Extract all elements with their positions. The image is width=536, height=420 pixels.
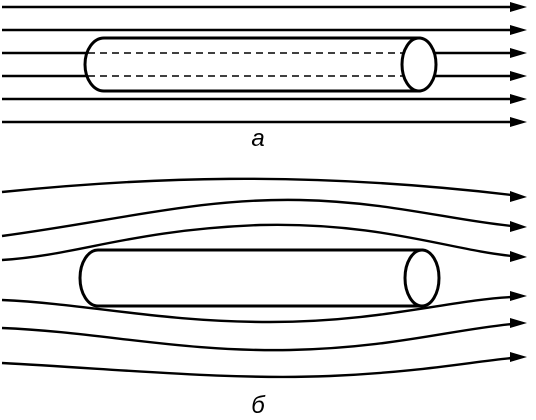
arrowhead-icon — [510, 352, 527, 362]
arrowhead-icon — [510, 117, 527, 127]
arrowhead-icon — [510, 48, 527, 58]
panel-b-arrowheads — [510, 191, 527, 362]
streamline — [1, 356, 513, 379]
panel-a-label: а — [251, 125, 264, 152]
arrowhead-icon — [510, 25, 527, 35]
panel-a-arrowheads — [510, 2, 527, 127]
streamline — [1, 177, 513, 197]
cylinder-end-cap — [400, 36, 438, 93]
arrowhead-icon — [510, 291, 527, 301]
streamline — [1, 322, 513, 352]
panel-b-cylinder — [78, 248, 441, 308]
arrowhead-icon — [510, 251, 527, 262]
arrowhead-icon — [510, 94, 527, 104]
panel-b: б — [1, 177, 527, 419]
panel-a: а — [2, 2, 527, 152]
streamline — [1, 198, 513, 238]
cylinder-end-cap — [403, 248, 441, 308]
panel-b-flow-lines — [1, 177, 513, 379]
arrowhead-icon — [510, 191, 527, 202]
cylinder-body — [83, 36, 421, 93]
streamline — [1, 223, 513, 262]
arrowhead-icon — [510, 71, 527, 81]
arrowhead-icon — [510, 318, 527, 328]
arrowhead-icon — [510, 221, 527, 232]
arrowhead-icon — [510, 2, 527, 12]
streamline — [1, 295, 513, 324]
cylinder-body — [78, 248, 424, 308]
panel-b-label: б — [251, 392, 266, 419]
panel-a-cylinder — [83, 36, 438, 93]
